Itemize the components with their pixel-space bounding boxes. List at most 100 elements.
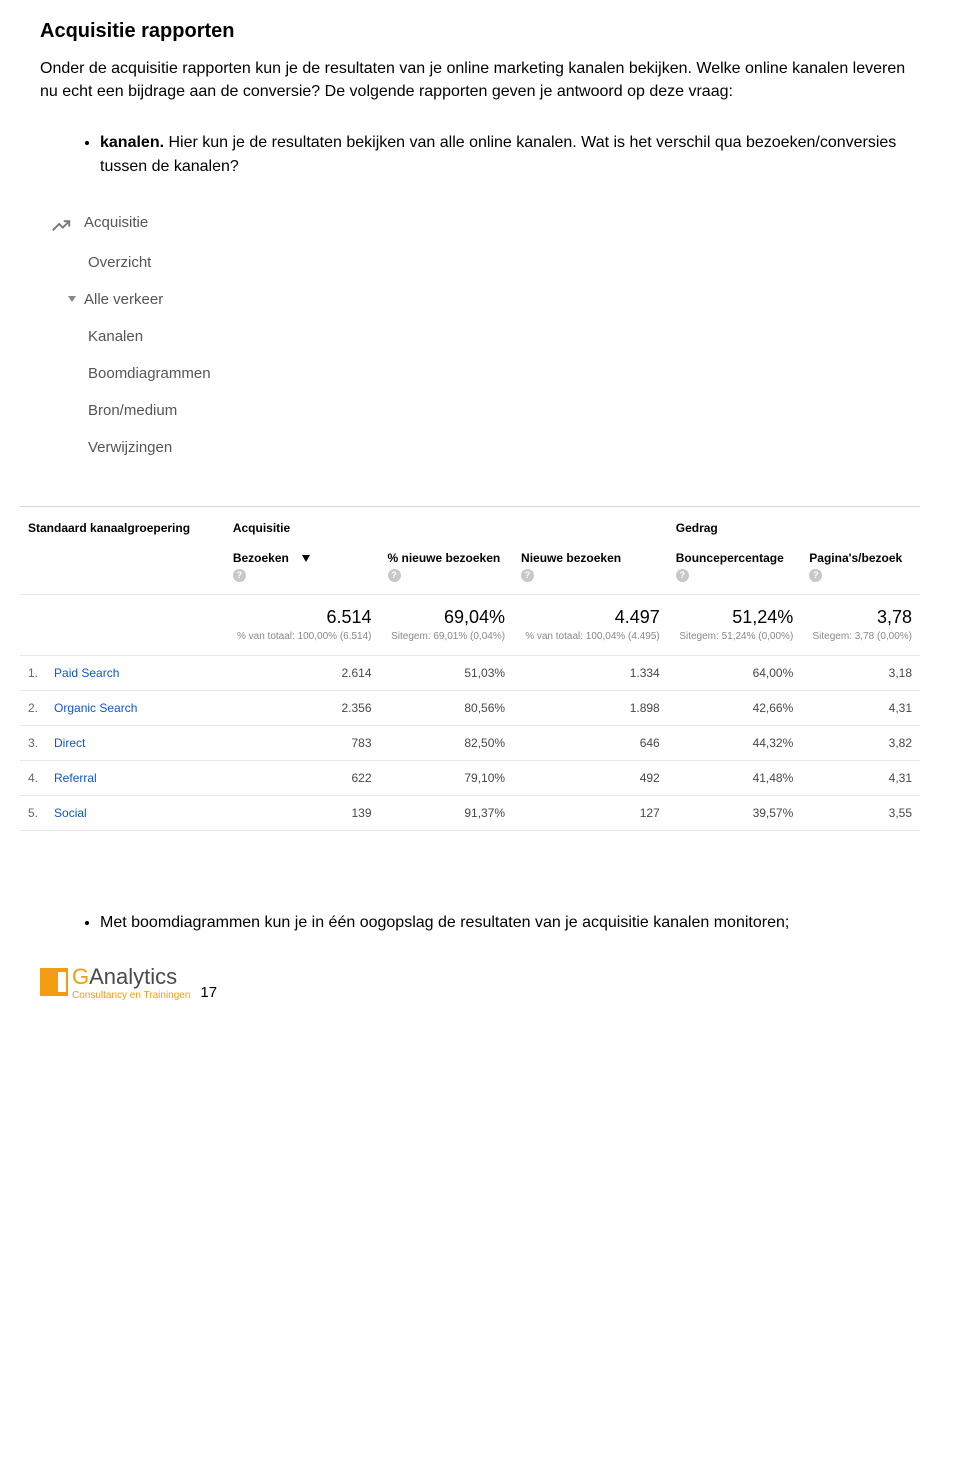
bullet-rest: Hier kun je de resultaten bekijken van a…	[100, 134, 896, 174]
cell-pages: 3,18	[801, 655, 920, 690]
chevron-down-icon	[68, 296, 76, 302]
column-group-gedrag: Gedrag	[668, 506, 920, 541]
help-icon[interactable]: ?	[521, 569, 534, 582]
table-row: 2. Organic Search 2.356 80,56% 1.898 42,…	[20, 690, 920, 725]
logo-rest: Analytics	[89, 964, 177, 989]
cell-nieuwe: 1.898	[513, 690, 668, 725]
nav-panel: Acquisitie Overzicht Alle verkeer Kanale…	[40, 202, 340, 466]
logo-tagline: Consultancy en Trainingen	[72, 990, 190, 1001]
cell-bezoeken: 622	[225, 760, 380, 795]
help-icon[interactable]: ?	[388, 569, 401, 582]
cell-nieuwe: 646	[513, 725, 668, 760]
nav-root-acquisitie[interactable]: Acquisitie	[40, 202, 340, 244]
acquisition-icon	[50, 212, 72, 234]
help-icon[interactable]: ?	[809, 569, 822, 582]
column-header-pages[interactable]: Pagina's/bezoek ?	[801, 541, 920, 595]
bullet-list-2: Met boomdiagrammen kun je in één oogopsl…	[40, 911, 920, 934]
bullet-item-kanalen: kanalen. Hier kun je de resultaten bekij…	[100, 131, 920, 177]
row-index: 5.	[20, 795, 46, 830]
total-bezoeken-sub: % van totaal: 100,00% (6.514)	[233, 630, 372, 643]
bullet-item-boomdiagram: Met boomdiagrammen kun je in één oogopsl…	[100, 911, 920, 934]
total-pages-sub: Sitegem: 3,78 (0,00%)	[809, 630, 912, 643]
total-nieuwe-sub: % van totaal: 100,04% (4.495)	[521, 630, 660, 643]
col-label: Pagina's/bezoek	[809, 551, 902, 565]
total-pages: 3,78	[809, 607, 912, 628]
nav-item-overzicht[interactable]: Overzicht	[40, 244, 340, 281]
total-bounce-sub: Sitegem: 51,24% (0,00%)	[676, 630, 794, 643]
channel-cell: Direct	[46, 725, 225, 760]
totals-row: 6.514 % van totaal: 100,00% (6.514) 69,0…	[20, 594, 920, 655]
row-index: 2.	[20, 690, 46, 725]
help-icon[interactable]: ?	[676, 569, 689, 582]
cell-bounce: 42,66%	[668, 690, 802, 725]
total-bezoeken: 6.514	[233, 607, 372, 628]
channel-cell: Organic Search	[46, 690, 225, 725]
total-pct-nieuwe: 69,04%	[388, 607, 506, 628]
cell-pages: 4,31	[801, 760, 920, 795]
cell-bounce: 64,00%	[668, 655, 802, 690]
bullet-list-1: kanalen. Hier kun je de resultaten bekij…	[40, 131, 920, 177]
cell-pct: 82,50%	[380, 725, 514, 760]
table-row: 3. Direct 783 82,50% 646 44,32% 3,82	[20, 725, 920, 760]
channels-table-wrap: Standaard kanaalgroepering Acquisitie Ge…	[20, 506, 920, 831]
doc-paragraph: Onder de acquisitie rapporten kun je de …	[40, 57, 920, 103]
channel-cell: Paid Search	[46, 655, 225, 690]
channel-link[interactable]: Social	[54, 806, 87, 820]
col-label: Nieuwe bezoeken	[521, 551, 621, 565]
nav-item-boomdiagrammen[interactable]: Boomdiagrammen	[40, 355, 340, 392]
logo-g: G	[72, 964, 89, 989]
ganalytics-logo: GAnalytics Consultancy en Trainingen	[40, 964, 190, 1001]
doc-title: Acquisitie rapporten	[40, 20, 920, 43]
row-index: 3.	[20, 725, 46, 760]
column-header-pct-nieuwe[interactable]: % nieuwe bezoeken ?	[380, 541, 514, 595]
cell-bezoeken: 139	[225, 795, 380, 830]
channel-cell: Referral	[46, 760, 225, 795]
cell-pct: 91,37%	[380, 795, 514, 830]
channel-link[interactable]: Organic Search	[54, 701, 137, 715]
col-label: Bezoeken	[233, 551, 289, 565]
cell-nieuwe: 1.334	[513, 655, 668, 690]
sort-down-icon	[302, 555, 310, 562]
column-header-grouping[interactable]: Standaard kanaalgroepering	[20, 506, 225, 541]
cell-nieuwe: 492	[513, 760, 668, 795]
cell-bounce: 44,32%	[668, 725, 802, 760]
cell-pages: 3,55	[801, 795, 920, 830]
total-nieuwe: 4.497	[521, 607, 660, 628]
row-index: 4.	[20, 760, 46, 795]
channel-link[interactable]: Paid Search	[54, 666, 119, 680]
page-footer: GAnalytics Consultancy en Trainingen 17	[40, 964, 920, 1001]
channel-cell: Social	[46, 795, 225, 830]
channel-link[interactable]: Direct	[54, 736, 85, 750]
column-group-acquisitie: Acquisitie	[225, 506, 668, 541]
channel-link[interactable]: Referral	[54, 771, 97, 785]
table-row: 1. Paid Search 2.614 51,03% 1.334 64,00%…	[20, 655, 920, 690]
table-row: 4. Referral 622 79,10% 492 41,48% 4,31	[20, 760, 920, 795]
cell-bezoeken: 2.356	[225, 690, 380, 725]
nav-group-alle-verkeer[interactable]: Alle verkeer	[40, 281, 340, 318]
cell-pages: 4,31	[801, 690, 920, 725]
bullet-bold: kanalen.	[100, 134, 164, 151]
cell-nieuwe: 127	[513, 795, 668, 830]
help-icon[interactable]: ?	[233, 569, 246, 582]
cell-pct: 51,03%	[380, 655, 514, 690]
column-header-bezoeken[interactable]: Bezoeken ?	[225, 541, 380, 595]
logo-brand: GAnalytics	[72, 964, 190, 990]
nav-root-label: Acquisitie	[84, 214, 148, 231]
col-label: % nieuwe bezoeken	[388, 551, 501, 565]
nav-item-bron-medium[interactable]: Bron/medium	[40, 392, 340, 429]
nav-item-kanalen[interactable]: Kanalen	[40, 318, 340, 355]
cell-bounce: 41,48%	[668, 760, 802, 795]
nav-group-label: Alle verkeer	[84, 291, 163, 308]
total-pct-nieuwe-sub: Sitegem: 69,01% (0,04%)	[388, 630, 506, 643]
col-label: Bouncepercentage	[676, 551, 784, 565]
page-number: 17	[200, 984, 217, 1001]
table-row: 5. Social 139 91,37% 127 39,57% 3,55	[20, 795, 920, 830]
column-header-nieuwe[interactable]: Nieuwe bezoeken ?	[513, 541, 668, 595]
cell-pages: 3,82	[801, 725, 920, 760]
row-index: 1.	[20, 655, 46, 690]
total-bounce: 51,24%	[676, 607, 794, 628]
column-header-bounce[interactable]: Bouncepercentage ?	[668, 541, 802, 595]
cell-bezoeken: 2.614	[225, 655, 380, 690]
nav-item-verwijzingen[interactable]: Verwijzingen	[40, 429, 340, 466]
cell-pct: 79,10%	[380, 760, 514, 795]
